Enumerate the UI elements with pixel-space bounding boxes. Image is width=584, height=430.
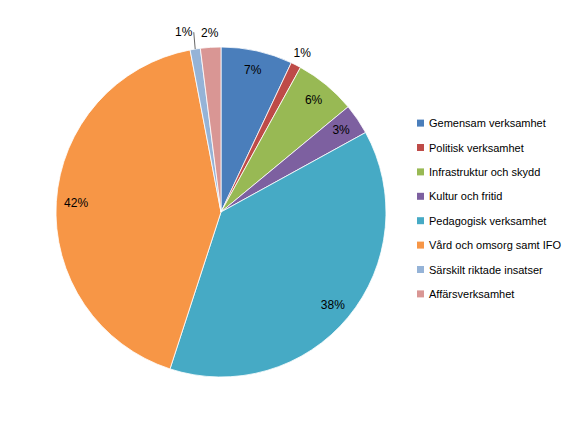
leader-line [194, 32, 195, 49]
legend-label: Gemensam verksamhet [429, 117, 546, 129]
data-label: 38% [321, 298, 345, 312]
data-label: 1% [294, 46, 312, 60]
chart-svg: 7% 6% 3% 38% 42% 1% 2% 1% Gemensam verksamhet Pol… [0, 0, 584, 430]
legend-swatch [417, 168, 424, 175]
data-label: 6% [305, 93, 323, 107]
data-label: 3% [332, 123, 350, 137]
legend-swatch [417, 217, 424, 224]
legend: Gemensam verksamhet Politisk verksamhet In… [417, 117, 561, 300]
legend-swatch [417, 290, 424, 297]
chart-container: 7% 6% 3% 38% 42% 1% 2% 1% Gemensam verksamhet Pol… [0, 0, 584, 430]
legend-label: Särskilt riktade insatser [429, 264, 543, 276]
legend-label: Pedagogisk verksamhet [429, 215, 546, 227]
legend-label: Affärsverksamhet [429, 288, 514, 300]
data-labels: 7% 6% 3% 38% 42% 1% 2% 1% [64, 25, 350, 311]
background [0, 0, 584, 430]
data-label: 42% [64, 196, 88, 210]
data-label: 7% [244, 63, 262, 77]
legend-label: Politisk verksamhet [429, 142, 524, 154]
legend-swatch [417, 266, 424, 273]
pie-slice [200, 47, 221, 212]
slices [56, 47, 386, 377]
data-label: 1% [175, 25, 193, 39]
legend-swatch [417, 144, 424, 151]
data-label: 2% [201, 26, 219, 40]
legend-swatch [417, 242, 424, 249]
pie-slice [56, 50, 221, 369]
legend-label: Vård och omsorg samt IFO [429, 239, 561, 251]
legend-swatch [417, 120, 424, 127]
legend-label: Infrastruktur och skydd [429, 166, 540, 178]
legend-label: Kultur och fritid [429, 190, 502, 202]
legend-swatch [417, 193, 424, 200]
